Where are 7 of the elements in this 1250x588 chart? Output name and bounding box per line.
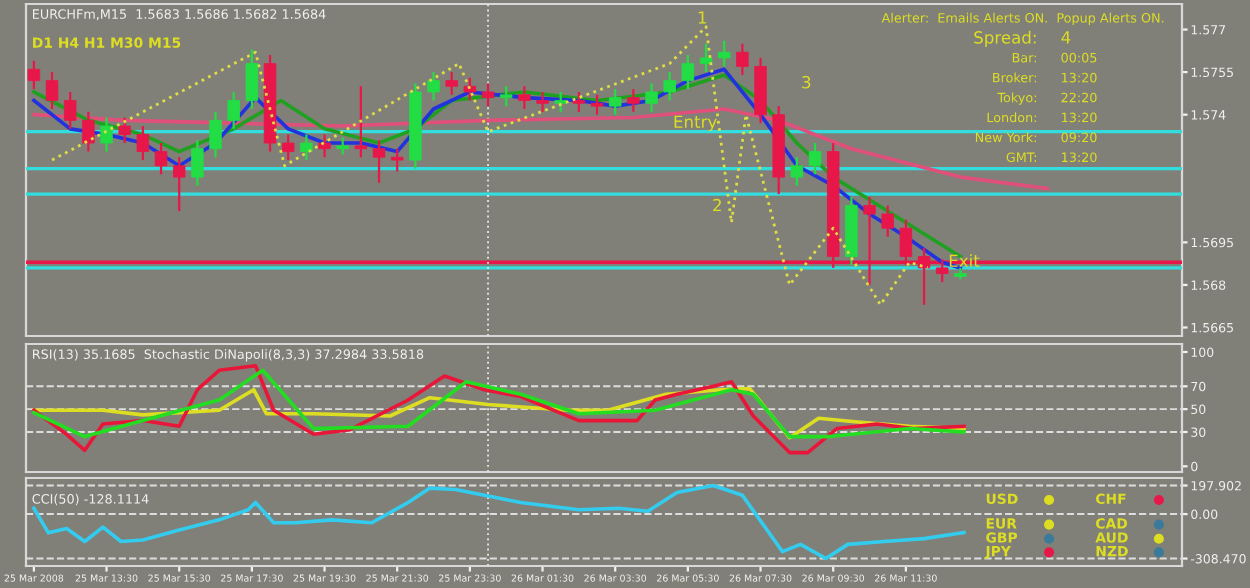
annotation: 2 — [713, 198, 721, 212]
annotation: Spread: — [974, 30, 1036, 47]
annotation: 4 — [1061, 31, 1071, 44]
annotation: 3 — [802, 75, 811, 89]
annotation: 1 — [698, 11, 707, 24]
annotation: Exit — [949, 254, 980, 267]
annotation: Entry — [674, 115, 717, 132]
